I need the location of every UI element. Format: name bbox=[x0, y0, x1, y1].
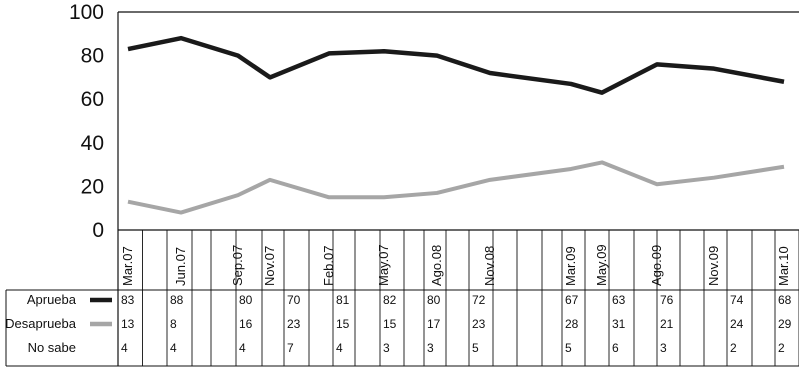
table-cell: 16 bbox=[239, 317, 253, 331]
table-cell: 4 bbox=[239, 341, 246, 355]
table-cell: 82 bbox=[383, 293, 397, 307]
x-tick-label: Mar.10 bbox=[776, 246, 791, 286]
table-cell: 23 bbox=[287, 317, 301, 331]
x-tick-label: Mar.07 bbox=[120, 246, 135, 286]
table-cell: 17 bbox=[427, 317, 441, 331]
table-cell: 80 bbox=[427, 293, 441, 307]
x-tick-label: May.09 bbox=[594, 244, 609, 286]
y-tick-label: 60 bbox=[81, 88, 104, 111]
x-tick-label: Jun.07 bbox=[173, 247, 188, 286]
table-cell: 80 bbox=[239, 293, 253, 307]
column-dividers bbox=[142, 230, 799, 366]
table-cell: 5 bbox=[565, 341, 572, 355]
x-tick-label: Nov.09 bbox=[706, 246, 721, 286]
y-tick-label: 20 bbox=[81, 175, 104, 198]
table-cell: 13 bbox=[121, 317, 135, 331]
table-cell: 3 bbox=[383, 341, 390, 355]
table-cell: 88 bbox=[170, 293, 184, 307]
table-cell: 70 bbox=[287, 293, 301, 307]
table-cell: 24 bbox=[730, 317, 744, 331]
table-cell: 3 bbox=[660, 341, 667, 355]
series-line-aprueba bbox=[127, 35, 785, 95]
series-line-desaprueba bbox=[127, 160, 785, 215]
table-cell: 67 bbox=[565, 293, 579, 307]
x-tick-label: Nov.07 bbox=[262, 246, 277, 286]
table-cell: 63 bbox=[612, 293, 626, 307]
table-cell: 4 bbox=[170, 341, 177, 355]
table-cell: 4 bbox=[336, 341, 343, 355]
x-tick-label: Mar.09 bbox=[563, 246, 578, 286]
table-cell: 2 bbox=[730, 341, 737, 355]
table-cell: 72 bbox=[472, 293, 486, 307]
x-axis-labels: Mar.07 Jun.07 Sep.07 Nov.07 Feb.07 May.07 Ago.… bbox=[120, 244, 791, 286]
table-cell: 5 bbox=[472, 341, 479, 355]
table-cell: 29 bbox=[778, 317, 792, 331]
x-tick-label: Feb.07 bbox=[321, 246, 336, 286]
table-cell: 4 bbox=[121, 341, 128, 355]
x-tick-label: Ago.08 bbox=[429, 245, 444, 286]
x-tick-label: May.07 bbox=[376, 244, 391, 286]
y-tick-label: 80 bbox=[81, 45, 104, 68]
y-tick-label: 40 bbox=[81, 132, 104, 155]
table-cell: 74 bbox=[730, 293, 744, 307]
table-cell: 28 bbox=[565, 317, 579, 331]
y-axis: 0 20 40 60 80 100 bbox=[69, 1, 104, 242]
table-cell: 83 bbox=[121, 293, 135, 307]
table-cell: 7 bbox=[287, 341, 294, 355]
y-tick-label: 100 bbox=[69, 1, 104, 24]
data-table: Aprueba 83 88 80 70 81 82 80 72 67 63 76 74 68Desapru… bbox=[5, 292, 792, 355]
table-cell: 21 bbox=[660, 317, 674, 331]
table-cell: 8 bbox=[170, 317, 177, 331]
table-cell: 15 bbox=[383, 317, 397, 331]
series-lines bbox=[127, 35, 785, 215]
y-tick-label: 0 bbox=[92, 219, 104, 242]
x-tick-label: Ago.09 bbox=[649, 245, 664, 286]
table-cell: 6 bbox=[612, 341, 619, 355]
table-cell: 23 bbox=[472, 317, 486, 331]
table-cell: 2 bbox=[778, 341, 785, 355]
row-label-aprueba: Aprueba bbox=[27, 292, 77, 307]
x-tick-label: Nov.08 bbox=[482, 246, 497, 286]
row-label-desaprueba: Desaprueba bbox=[5, 316, 77, 331]
table-cell: 3 bbox=[427, 341, 434, 355]
x-tick-label: Sep.07 bbox=[230, 245, 245, 286]
table-cell: 15 bbox=[336, 317, 350, 331]
table-cell: 81 bbox=[336, 293, 350, 307]
table-cell: 68 bbox=[778, 293, 792, 307]
table-cell: 76 bbox=[660, 293, 674, 307]
row-label-no-sabe: No sabe bbox=[28, 340, 76, 355]
plot-frame bbox=[5, 11, 799, 367]
table-cell: 31 bbox=[612, 317, 626, 331]
